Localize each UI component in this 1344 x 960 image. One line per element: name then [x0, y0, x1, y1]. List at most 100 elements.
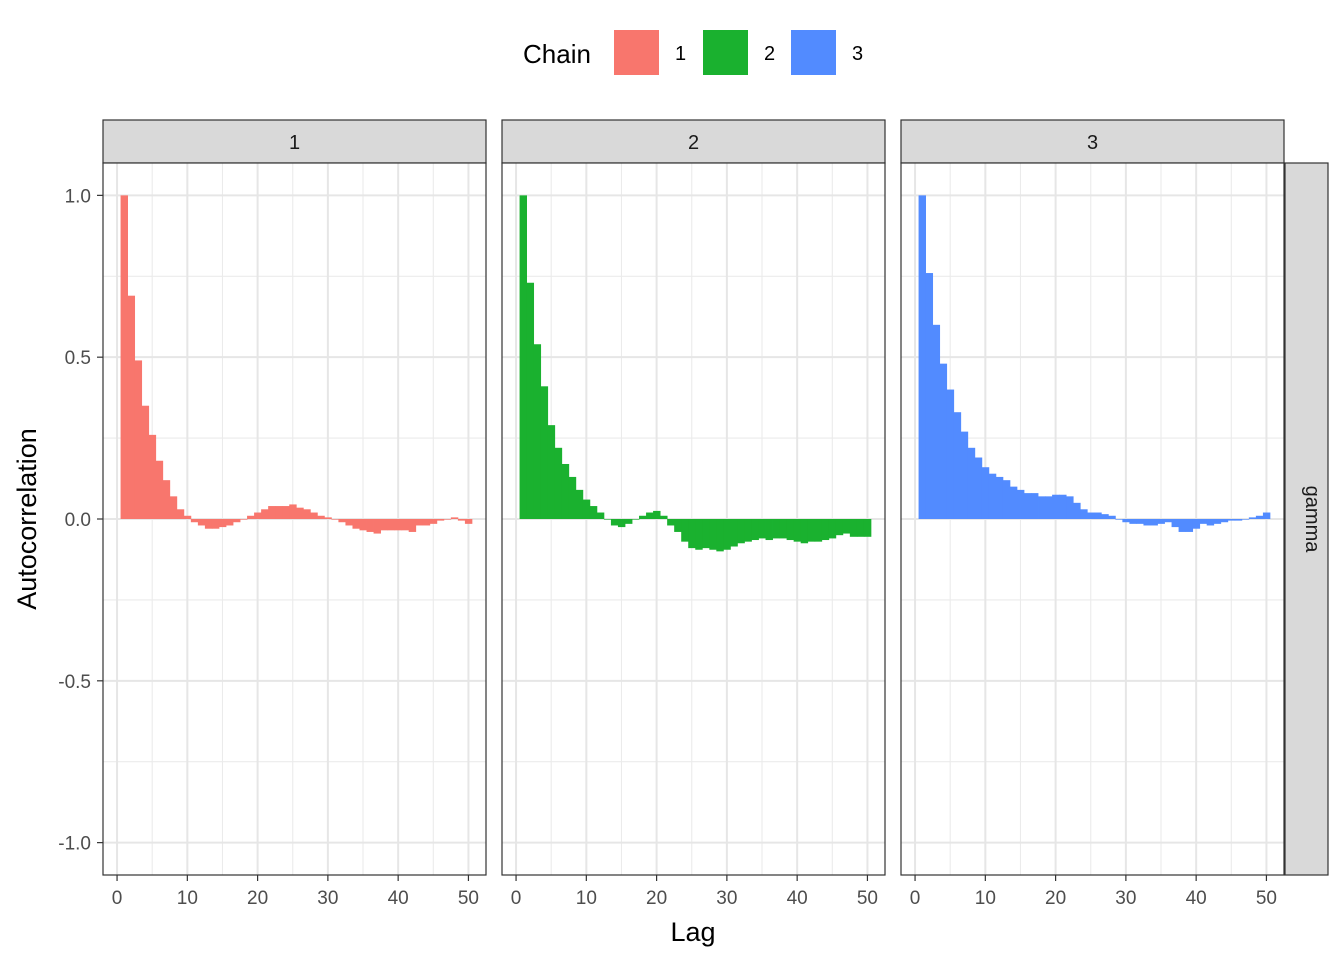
x-tick-label: 10: [975, 888, 996, 909]
x-tick-label: 40: [388, 888, 409, 909]
bar: [995, 476, 1004, 519]
bar: [401, 519, 410, 531]
bar: [681, 519, 689, 542]
bar: [183, 515, 192, 519]
bar: [939, 363, 948, 519]
bar: [932, 324, 941, 519]
bar: [1262, 512, 1271, 519]
plot-3-border: [900, 162, 1285, 876]
legend: Chain 1 2 3: [523, 30, 863, 75]
bar: [408, 519, 417, 532]
bar: [1009, 486, 1018, 519]
y-tick-label: -1.0: [58, 834, 91, 855]
bar: [1059, 494, 1067, 519]
bar: [190, 519, 199, 523]
bar: [582, 499, 591, 519]
bar: [331, 519, 339, 520]
bar: [821, 519, 830, 541]
x-tick-label: 40: [1186, 888, 1207, 909]
bar: [148, 434, 157, 519]
bar: [1157, 519, 1165, 524]
bar: [1220, 519, 1229, 523]
x-tick-label: 0: [511, 888, 522, 909]
strip-2-label: 2: [688, 132, 699, 154]
bar: [925, 273, 934, 519]
bar: [176, 509, 185, 519]
legend-swatch-3: [791, 30, 836, 75]
bar: [863, 519, 872, 537]
x-tick-label: 40: [787, 888, 808, 909]
strip-2-background: [501, 119, 886, 164]
bar: [1094, 512, 1102, 519]
bar: [373, 519, 381, 534]
bar: [1115, 519, 1123, 520]
x-tick-label: 20: [1045, 888, 1066, 909]
bar: [554, 447, 563, 519]
x-axis-title: Lag: [670, 917, 715, 947]
legend-swatch-1: [614, 30, 659, 75]
plot-2-border: [501, 162, 886, 876]
bar: [988, 473, 997, 519]
bar: [247, 515, 255, 519]
bar: [716, 519, 724, 552]
panel-3: 30 10 20 30 40 50: [900, 119, 1285, 909]
panel-1: 10 10 20 30 40 50: [102, 119, 487, 909]
bar: [617, 519, 626, 528]
bar: [1143, 519, 1151, 526]
legend-label-3: 3: [852, 43, 863, 65]
bar: [639, 515, 647, 519]
bar: [1171, 519, 1179, 528]
y-tick-label: 1.0: [65, 186, 91, 207]
bar: [765, 519, 773, 541]
legend-label-2: 2: [764, 43, 775, 65]
row-strip: gamma: [1284, 162, 1329, 876]
bar: [443, 519, 452, 520]
x-tick-label: 30: [317, 888, 338, 909]
bar: [1073, 502, 1081, 519]
bar: [589, 506, 598, 519]
bar: [429, 519, 438, 524]
bar: [141, 405, 150, 519]
bar: [1234, 519, 1243, 521]
bar: [1080, 509, 1088, 519]
bar: [624, 519, 633, 524]
bar: [814, 519, 823, 542]
bar: [960, 431, 969, 519]
strip-3-label: 3: [1087, 132, 1098, 154]
bar: [1178, 519, 1187, 532]
bar: [394, 519, 403, 531]
x-tick-label: 30: [716, 888, 737, 909]
bar: [240, 519, 248, 520]
bar: [526, 282, 535, 519]
bar: [632, 519, 640, 520]
bar: [275, 506, 283, 519]
bar: [296, 507, 304, 519]
x-tick-label: 50: [458, 888, 479, 909]
bars-chain-1: [120, 195, 473, 534]
bar: [653, 510, 661, 519]
bar: [1213, 519, 1222, 524]
bar: [723, 519, 731, 550]
bar: [695, 519, 703, 550]
panel-2: 20 10 20 30 40 50: [501, 119, 886, 909]
bar: [225, 519, 234, 526]
bar: [338, 519, 346, 523]
bar: [162, 480, 171, 519]
bar: [218, 519, 227, 528]
y-tick-label: 0.5: [65, 348, 91, 369]
strip-3-background: [900, 119, 1285, 164]
bar: [197, 519, 206, 526]
bar: [842, 519, 851, 534]
y-axis-title: Autocorrelation: [12, 428, 42, 610]
bar: [1002, 480, 1011, 519]
bar: [981, 467, 990, 519]
bar: [1122, 519, 1130, 523]
legend-swatch-2: [703, 30, 748, 75]
bar: [422, 519, 431, 526]
bar: [519, 195, 527, 519]
bar: [967, 447, 976, 519]
bar: [751, 519, 759, 541]
bar: [1164, 519, 1172, 523]
bar: [918, 195, 926, 519]
